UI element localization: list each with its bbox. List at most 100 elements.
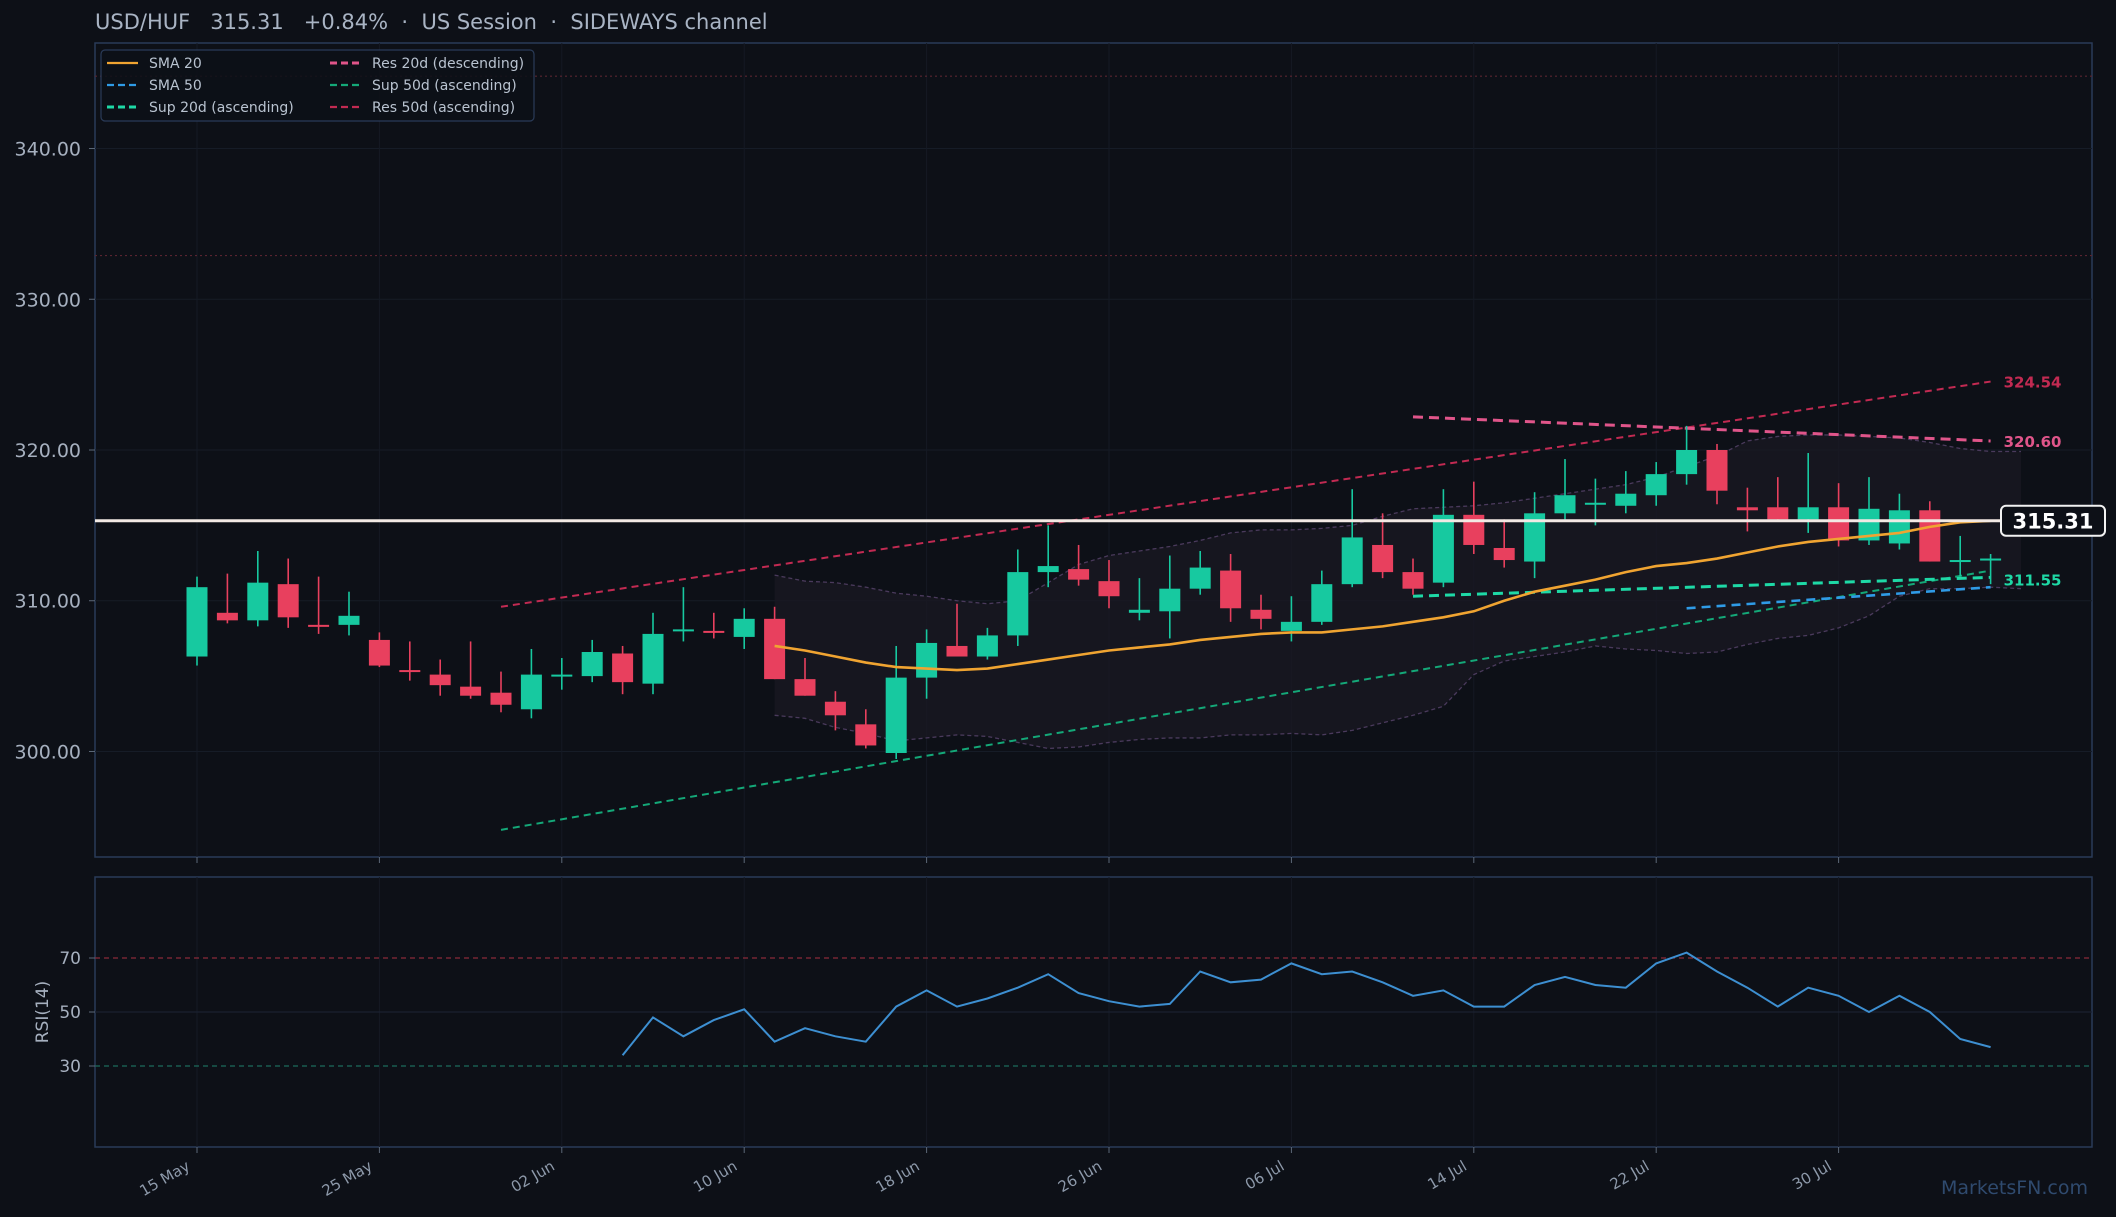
price: 315.31 [210,10,284,34]
candle-body [1828,507,1850,541]
bollinger-band-fill [774,434,2021,749]
candle-body [186,587,208,657]
candle-body [338,615,360,625]
legend-label-sup50: Sup 50d (ascending) [372,78,517,94]
candle-body [399,670,421,673]
candle-body [672,629,694,632]
candle-body [1584,502,1606,505]
candle-body [1189,567,1211,589]
separator: · [401,10,409,34]
candle-body [1858,508,1880,541]
res50-value-label: 324.54 [2004,374,2062,392]
legend-label-sma20: SMA 20 [149,56,202,72]
rsi-axis-label: RSI(14) [33,981,53,1044]
candle-body [308,624,330,627]
candle-body [247,582,269,621]
candle-body [1615,493,1637,506]
candle-body [976,635,998,657]
rsi-tick-label: 70 [59,949,81,969]
candle-body [794,679,816,696]
legend-label-sup20: Sup 20d (ascending) [149,100,294,116]
candle-body [1949,560,1971,563]
channel-label: SIDEWAYS channel [570,10,768,34]
candle-body [612,653,634,683]
sma50-line [1686,585,1991,610]
x-tick-label: 14 Jul [1424,1157,1469,1194]
x-tick-label: 25 May [319,1157,376,1200]
y-tick-label: 320.00 [15,440,81,462]
candle-body [490,692,512,705]
symbol: USD/HUF [95,10,191,34]
sma20-line [774,519,1991,672]
chart-header: USD/HUF 315.31 +0.84% · US Session · SID… [95,10,768,34]
candle-body [642,633,664,684]
bollinger-lower [774,586,2022,750]
candle-body [1554,495,1576,514]
candle-body [551,674,573,677]
rsi-line [621,951,1991,1056]
candle-body [1493,547,1515,561]
sup20-value-label: 311.55 [2004,571,2062,589]
candle-body [1068,569,1090,580]
candle-body [824,701,846,716]
candle-body [1432,514,1454,583]
candle-body [1797,507,1819,520]
candle-body [1676,450,1698,475]
res20-value-label: 320.60 [2004,433,2062,451]
legend-label-res20: Res 20d (descending) [372,56,524,72]
candle-body [1919,510,1941,562]
candle-body [581,651,603,677]
change: +0.84% [303,10,389,34]
candle-body [733,618,755,637]
candle-body [1007,572,1029,636]
watermark: MarketsFN.com [1941,1177,2088,1199]
separator: · [550,10,557,34]
legend-label-res50: Res 50d (ascending) [372,100,515,116]
rsi-tick-label: 30 [59,1057,81,1077]
candle-body [368,639,390,666]
resistance-20d-line [1412,415,1991,443]
candle-body [1128,609,1150,613]
support-20d-line [1412,575,1991,598]
candle-body [1280,621,1302,631]
candle-body [1037,566,1059,573]
candle-body [1645,474,1667,496]
x-tick-label: 06 Jul [1242,1157,1287,1194]
candle-body [1341,537,1363,585]
candle-body [1220,570,1242,609]
candle-body [1888,510,1910,544]
x-tick-label: 18 Jun [873,1157,923,1196]
legend-label-sma50: SMA 50 [149,78,202,94]
y-tick-label: 340.00 [15,139,81,161]
x-tick-label: 30 Jul [1789,1157,1834,1194]
y-tick-label: 310.00 [15,591,81,613]
candle-body [1980,558,2002,561]
rsi-tick-label: 50 [59,1003,81,1023]
x-tick-label: 15 May [136,1157,193,1200]
candle-body [520,674,542,710]
candle-body [1098,581,1120,597]
x-tick-label: 22 Jul [1607,1157,1652,1194]
candle-body [1767,507,1789,520]
candle-body [216,612,238,621]
candle-body [916,642,938,678]
candle-body [1402,572,1424,589]
candle-body [764,618,786,680]
candle-body [277,584,299,618]
candle-body [1372,544,1394,573]
candle-body [460,686,482,696]
session: US Session [421,10,537,34]
candle-body [1250,609,1272,619]
x-tick-label: 10 Jun [690,1157,740,1196]
candle-body [703,630,725,633]
candle-body [1463,514,1485,545]
candle-body [855,724,877,746]
y-tick-label: 300.00 [15,741,81,763]
x-tick-label: 26 Jun [1055,1157,1105,1196]
legend-box [100,49,535,122]
current-price-label: 315.31 [2012,510,2093,534]
candle-body [1706,450,1728,491]
candle-body [1736,507,1758,511]
candle-body [1159,588,1181,612]
